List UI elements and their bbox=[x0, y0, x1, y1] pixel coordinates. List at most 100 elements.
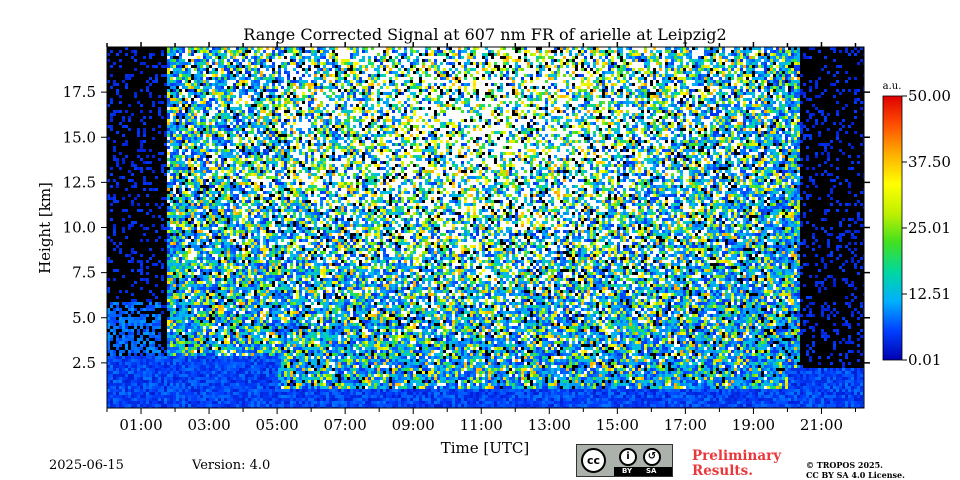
heatmap-cell bbox=[650, 71, 653, 74]
heatmap-cell bbox=[737, 83, 740, 86]
heatmap-cell bbox=[443, 92, 446, 95]
heatmap-cell bbox=[779, 59, 782, 62]
heatmap-cell bbox=[773, 107, 776, 110]
heatmap-cell bbox=[410, 71, 413, 74]
heatmap-cell bbox=[248, 68, 251, 71]
heatmap-cell bbox=[695, 92, 698, 95]
heatmap-cell bbox=[506, 116, 509, 119]
heatmap-cell bbox=[770, 68, 773, 71]
heatmap-cell bbox=[191, 71, 194, 74]
heatmap-cell bbox=[524, 80, 527, 83]
heatmap-cell bbox=[323, 74, 326, 77]
heatmap-cell bbox=[293, 113, 296, 116]
heatmap-cell bbox=[749, 56, 752, 59]
heatmap-cell bbox=[656, 71, 659, 74]
heatmap-cell bbox=[122, 116, 125, 119]
heatmap-cell bbox=[221, 89, 224, 92]
heatmap-cell bbox=[722, 92, 725, 95]
heatmap-cell bbox=[437, 95, 440, 98]
heatmap-cell bbox=[143, 116, 146, 119]
heatmap-cell bbox=[233, 86, 236, 89]
heatmap-cell bbox=[731, 83, 734, 86]
heatmap-cell bbox=[131, 56, 134, 59]
heatmap-cell bbox=[626, 110, 629, 113]
heatmap-cell bbox=[560, 95, 563, 98]
heatmap-cell bbox=[371, 116, 374, 119]
heatmap-cell bbox=[167, 110, 170, 113]
heatmap-cell bbox=[785, 92, 788, 95]
heatmap-cell bbox=[167, 56, 170, 59]
heatmap-cell bbox=[725, 92, 728, 95]
heatmap-cell bbox=[257, 86, 260, 89]
heatmap-cell bbox=[413, 101, 416, 104]
heatmap-cell bbox=[464, 80, 467, 83]
heatmap-cell bbox=[518, 107, 521, 110]
heatmap-cell bbox=[674, 65, 677, 68]
heatmap-cell bbox=[266, 110, 269, 113]
heatmap-cell bbox=[479, 68, 482, 71]
heatmap-cell bbox=[515, 86, 518, 89]
heatmap-cell bbox=[314, 92, 317, 95]
heatmap-cell bbox=[269, 107, 272, 110]
heatmap-cell bbox=[416, 83, 419, 86]
heatmap-cell bbox=[707, 50, 710, 53]
heatmap-cell bbox=[506, 50, 509, 53]
heatmap-cell bbox=[659, 98, 662, 101]
heatmap-cell bbox=[776, 74, 779, 77]
heatmap-cell bbox=[173, 53, 176, 56]
heatmap-cell bbox=[404, 83, 407, 86]
heatmap-cell bbox=[623, 74, 626, 77]
heatmap-cell bbox=[737, 89, 740, 92]
heatmap-cell bbox=[581, 98, 584, 101]
heatmap-cell bbox=[509, 89, 512, 92]
heatmap-cell bbox=[332, 62, 335, 65]
heatmap-cell bbox=[302, 77, 305, 80]
heatmap-cell bbox=[416, 65, 419, 68]
heatmap-cell bbox=[491, 107, 494, 110]
heatmap-cell bbox=[725, 95, 728, 98]
heatmap-cell bbox=[527, 92, 530, 95]
heatmap-cell bbox=[380, 98, 383, 101]
heatmap-cell bbox=[380, 86, 383, 89]
heatmap-cell bbox=[737, 74, 740, 77]
heatmap-cell bbox=[320, 65, 323, 68]
heatmap-cell bbox=[335, 80, 338, 83]
heatmap-cell bbox=[218, 95, 221, 98]
heatmap-cell bbox=[620, 98, 623, 101]
heatmap-cell bbox=[608, 95, 611, 98]
heatmap-cell bbox=[581, 80, 584, 83]
heatmap-cell bbox=[836, 113, 839, 116]
heatmap-cell bbox=[668, 56, 671, 59]
heatmap-cell bbox=[833, 50, 836, 53]
heatmap-cell bbox=[464, 77, 467, 80]
heatmap-cell bbox=[305, 56, 308, 59]
heatmap-cell bbox=[722, 113, 725, 116]
heatmap-cell bbox=[761, 89, 764, 92]
heatmap-cell bbox=[725, 68, 728, 71]
heatmap-cell bbox=[659, 113, 662, 116]
heatmap-cell bbox=[617, 74, 620, 77]
heatmap-cell bbox=[482, 80, 485, 83]
heatmap-cell bbox=[425, 95, 428, 98]
heatmap-cell bbox=[350, 113, 353, 116]
heatmap-cell bbox=[260, 113, 263, 116]
heatmap-cell bbox=[566, 86, 569, 89]
heatmap-cell bbox=[431, 68, 434, 71]
heatmap-cell bbox=[674, 110, 677, 113]
heatmap-cell bbox=[203, 101, 206, 104]
heatmap-cell bbox=[263, 71, 266, 74]
heatmap-cell bbox=[236, 53, 239, 56]
heatmap-cell bbox=[701, 71, 704, 74]
heatmap-cell bbox=[338, 110, 341, 113]
heatmap-cell bbox=[320, 92, 323, 95]
heatmap-cell bbox=[350, 86, 353, 89]
heatmap-cell bbox=[245, 59, 248, 62]
heatmap-cell bbox=[725, 110, 728, 113]
heatmap-cell bbox=[182, 95, 185, 98]
heatmap-cell bbox=[320, 83, 323, 86]
heatmap-cell bbox=[416, 98, 419, 101]
heatmap-cell bbox=[815, 95, 818, 98]
heatmap-cell bbox=[245, 92, 248, 95]
heatmap-cell bbox=[359, 113, 362, 116]
heatmap-cell bbox=[644, 113, 647, 116]
